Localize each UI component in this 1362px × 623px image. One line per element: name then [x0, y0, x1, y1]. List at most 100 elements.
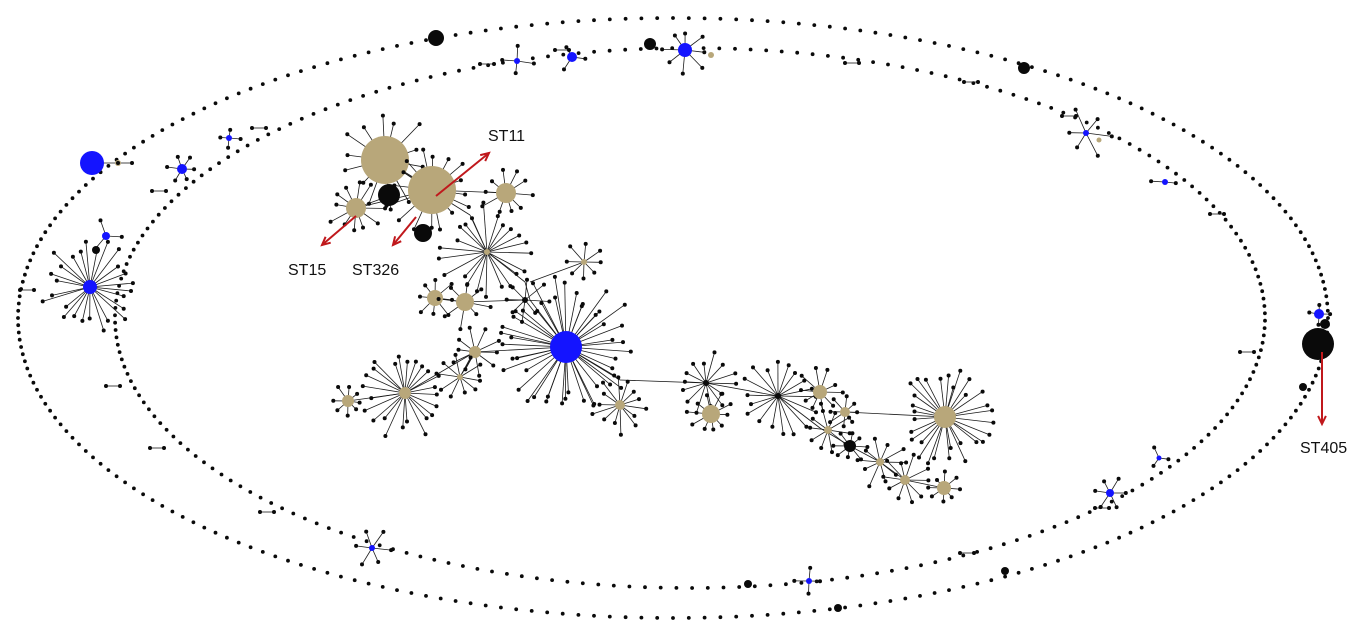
- singleton-node: [115, 342, 120, 347]
- leaf-node: [835, 453, 840, 458]
- singleton-node: [58, 209, 63, 214]
- pair-node: [478, 62, 482, 66]
- singleton-node: [147, 407, 151, 412]
- leaf-node: [667, 60, 672, 65]
- singleton-node: [1324, 294, 1329, 299]
- singleton-node: [39, 394, 43, 399]
- singleton-node: [1176, 458, 1181, 463]
- leaf-node: [681, 388, 685, 392]
- singleton-node: [291, 511, 296, 516]
- leaf-node: [597, 309, 602, 314]
- singleton-node: [1321, 279, 1326, 284]
- singleton-node: [1256, 355, 1261, 360]
- singleton-node: [438, 596, 443, 601]
- leaf-node: [414, 147, 419, 152]
- singleton-node: [248, 545, 253, 550]
- singleton-node: [592, 18, 596, 23]
- leaf-node: [345, 132, 350, 137]
- singleton-node: [674, 586, 679, 590]
- singleton-node: [596, 582, 601, 587]
- label-st326: ST326: [352, 262, 399, 279]
- leaf-node: [501, 368, 506, 373]
- leaf-node: [481, 200, 486, 205]
- leaf-node: [449, 282, 454, 286]
- leaf-node: [911, 452, 916, 457]
- singleton-node: [483, 28, 488, 33]
- pair-node: [264, 126, 268, 130]
- singleton-node: [113, 328, 118, 332]
- singleton-node: [1197, 191, 1202, 195]
- singleton-node: [1251, 455, 1255, 460]
- singleton-node: [339, 57, 343, 62]
- leaf-node: [793, 371, 797, 375]
- singleton-node: [401, 82, 405, 86]
- leaf-node: [867, 484, 872, 489]
- leaf-node: [448, 394, 453, 399]
- singleton-node: [117, 350, 122, 354]
- singleton-node: [1003, 57, 1007, 62]
- star-edge: [705, 364, 724, 384]
- leaf-node: [991, 420, 996, 425]
- pair-node: [567, 48, 571, 52]
- leaf-node: [367, 201, 371, 206]
- arrow-st11: [435, 151, 491, 197]
- hub-node: [1314, 309, 1324, 319]
- singleton-node: [535, 576, 539, 581]
- singleton-node: [1024, 97, 1029, 101]
- singleton-node: [119, 357, 124, 362]
- leaf-node: [436, 297, 441, 301]
- leaf-node: [683, 31, 688, 36]
- leaf-node: [967, 377, 972, 382]
- singleton-node: [1191, 498, 1196, 502]
- leaf-node: [859, 457, 863, 462]
- leaf-node: [745, 411, 750, 416]
- leaf-node: [949, 495, 954, 500]
- leaf-node: [51, 250, 56, 255]
- singleton-node: [623, 47, 628, 52]
- leaf-node: [819, 401, 823, 406]
- singleton-node: [903, 35, 908, 40]
- singleton-node: [366, 50, 371, 55]
- leaf-node: [831, 403, 836, 408]
- singleton-node: [1240, 391, 1244, 396]
- singleton-node: [303, 516, 307, 521]
- leaf-node: [334, 202, 339, 207]
- singleton-node: [208, 167, 213, 172]
- star-edge: [777, 395, 807, 428]
- leaf-node: [453, 352, 458, 357]
- star-edge: [569, 246, 585, 263]
- leaf-node: [644, 406, 649, 411]
- star-edge: [486, 251, 532, 254]
- singleton-node: [1262, 304, 1267, 308]
- singleton-node: [1310, 380, 1315, 385]
- hub-node: [900, 475, 910, 485]
- pair-node: [1238, 350, 1242, 354]
- leaf-node: [828, 420, 833, 425]
- leaf-node: [525, 277, 529, 282]
- singleton-node: [483, 603, 488, 608]
- singleton-node: [53, 216, 57, 221]
- singleton-node: [592, 49, 596, 54]
- leaf-node: [840, 390, 845, 395]
- leaf-node: [121, 306, 126, 311]
- singleton-node: [888, 599, 893, 603]
- singleton-node: [1052, 524, 1057, 529]
- singleton-node: [734, 17, 739, 22]
- leaf-node: [442, 273, 447, 277]
- singleton-node: [671, 16, 675, 20]
- singleton-node: [1316, 265, 1321, 270]
- singleton-node: [957, 77, 962, 82]
- singleton-node: [918, 38, 922, 42]
- leaf-node: [909, 429, 914, 434]
- star-edge: [705, 382, 723, 406]
- singleton-node: [932, 41, 937, 45]
- leaf-node: [515, 43, 520, 48]
- leaf-node: [508, 227, 513, 232]
- singleton-node: [1258, 449, 1263, 453]
- hub-node: [496, 183, 516, 203]
- leaf-node: [700, 65, 705, 70]
- singleton-node: [83, 183, 88, 187]
- leaf-node: [396, 218, 401, 223]
- leaf-node: [814, 410, 818, 415]
- singleton-node: [947, 44, 951, 48]
